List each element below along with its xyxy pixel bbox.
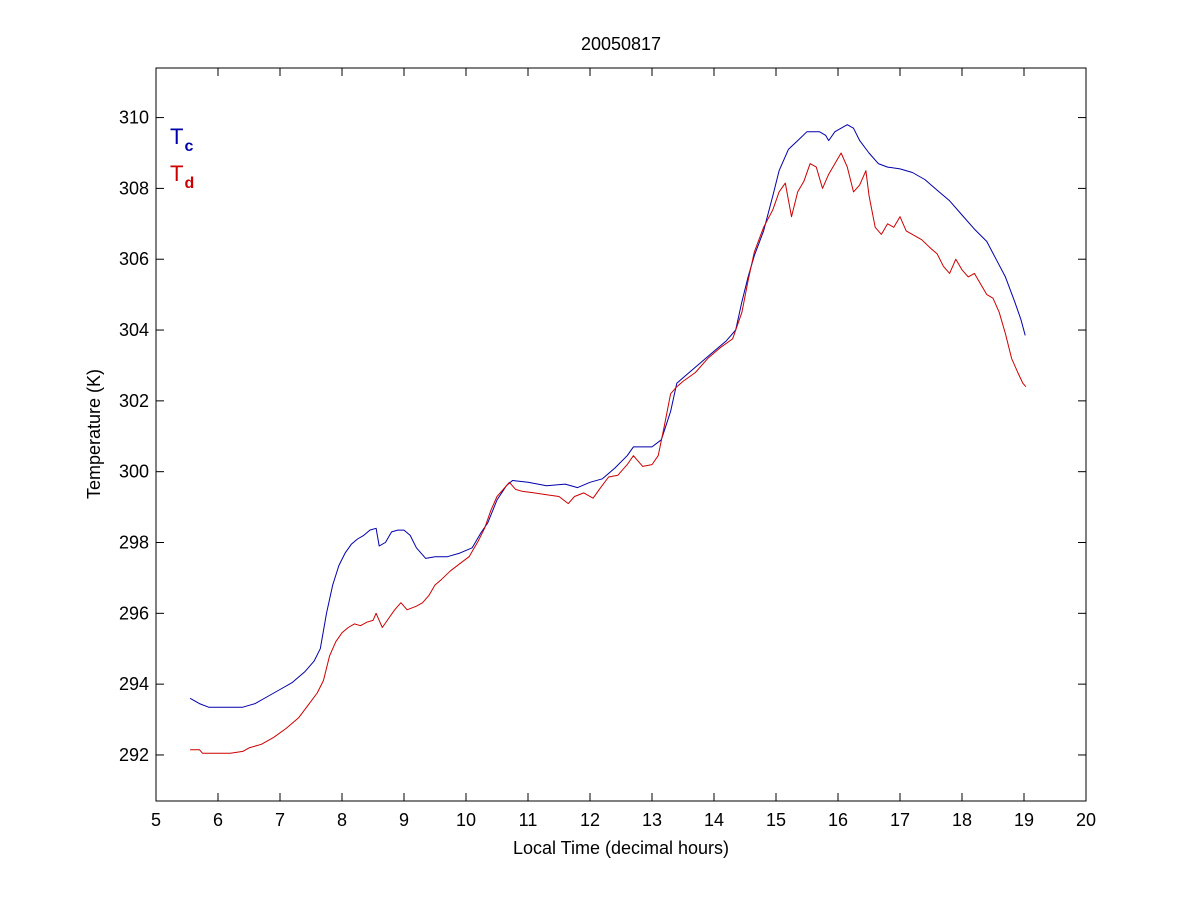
plot-area bbox=[155, 67, 1087, 802]
x-tick-label: 13 bbox=[642, 810, 662, 830]
series-layer bbox=[189, 124, 1027, 754]
series-line-td bbox=[190, 152, 1027, 754]
x-tick-label: 7 bbox=[275, 810, 285, 830]
legend-label: T bbox=[170, 124, 183, 149]
y-tick-label: 308 bbox=[119, 178, 149, 198]
x-tick-label: 14 bbox=[704, 810, 724, 830]
x-tick-label: 12 bbox=[580, 810, 600, 830]
legend-subscript: c bbox=[184, 138, 193, 155]
x-tick-label: 11 bbox=[519, 810, 538, 830]
legend-entry-td: Td bbox=[170, 161, 194, 192]
x-tick-label: 8 bbox=[337, 810, 347, 830]
x-axis-title: Local Time (decimal hours) bbox=[513, 838, 729, 858]
y-axis: 292 294 296 298 300 302 304 306 308 310 bbox=[119, 108, 1086, 765]
y-tick-label: 300 bbox=[119, 462, 149, 482]
y-tick-label: 306 bbox=[119, 249, 149, 269]
y-tick-label: 310 bbox=[119, 108, 149, 128]
y-axis-title: Temperature (K) bbox=[84, 369, 104, 499]
x-tick-label: 19 bbox=[1014, 810, 1034, 830]
x-tick-label: 5 bbox=[151, 810, 161, 830]
legend-entry-tc: Tc bbox=[170, 124, 193, 155]
y-tick-label: 298 bbox=[119, 533, 149, 553]
x-tick-label: 9 bbox=[399, 810, 409, 830]
legend-subscript: d bbox=[184, 175, 194, 192]
x-tick-label: 10 bbox=[456, 810, 476, 830]
series-line-tc bbox=[189, 124, 1026, 708]
y-tick-label: 296 bbox=[119, 603, 149, 623]
chart-title: 20050817 bbox=[581, 34, 661, 54]
y-tick-label: 302 bbox=[119, 391, 149, 411]
y-tick-label: 292 bbox=[119, 745, 149, 765]
legend-label: T bbox=[170, 161, 183, 186]
y-tick-label: 304 bbox=[119, 320, 149, 340]
x-tick-label: 6 bbox=[213, 810, 223, 830]
x-tick-label: 15 bbox=[766, 810, 786, 830]
x-tick-label: 17 bbox=[890, 810, 910, 830]
x-tick-label: 18 bbox=[952, 810, 972, 830]
y-tick-label: 294 bbox=[119, 674, 149, 694]
x-tick-label: 16 bbox=[828, 810, 848, 830]
x-axis: 5 6 7 8 9 10 11 12 13 14 15 16 17 18 19 20 bbox=[151, 68, 1096, 830]
x-tick-label: 20 bbox=[1076, 810, 1096, 830]
